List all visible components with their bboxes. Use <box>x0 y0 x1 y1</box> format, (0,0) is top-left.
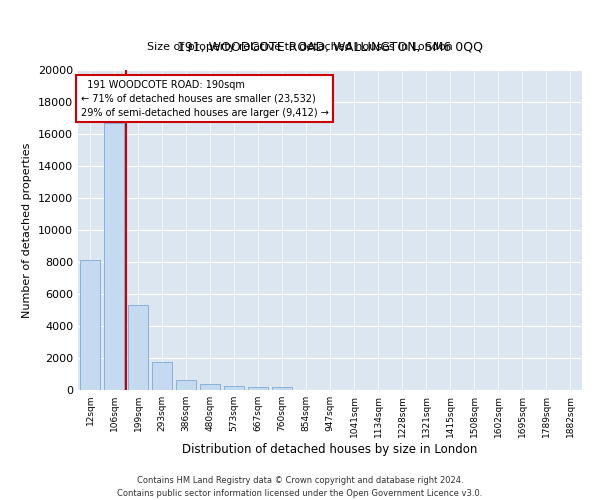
Text: Size of property relative to detached houses in London: Size of property relative to detached ho… <box>147 42 453 52</box>
X-axis label: Distribution of detached houses by size in London: Distribution of detached houses by size … <box>182 442 478 456</box>
Bar <box>128 305 148 390</box>
Y-axis label: Number of detached properties: Number of detached properties <box>22 142 32 318</box>
Bar <box>176 380 196 390</box>
Bar <box>272 386 292 390</box>
Bar <box>200 384 220 390</box>
Bar <box>104 123 124 390</box>
Bar <box>80 260 100 390</box>
Title: 191, WOODCOTE ROAD, WALLINGTON, SM6 0QQ: 191, WOODCOTE ROAD, WALLINGTON, SM6 0QQ <box>177 40 483 54</box>
Text: 191 WOODCOTE ROAD: 190sqm  
← 71% of detached houses are smaller (23,532)
29% of: 191 WOODCOTE ROAD: 190sqm ← 71% of detac… <box>80 80 328 118</box>
Text: Contains HM Land Registry data © Crown copyright and database right 2024.
Contai: Contains HM Land Registry data © Crown c… <box>118 476 482 498</box>
Bar <box>224 386 244 390</box>
Bar <box>152 362 172 390</box>
Bar <box>248 387 268 390</box>
